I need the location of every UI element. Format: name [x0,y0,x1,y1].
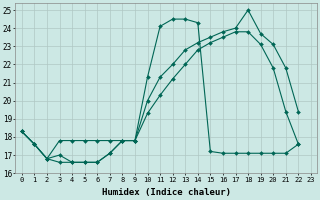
X-axis label: Humidex (Indice chaleur): Humidex (Indice chaleur) [102,188,231,197]
